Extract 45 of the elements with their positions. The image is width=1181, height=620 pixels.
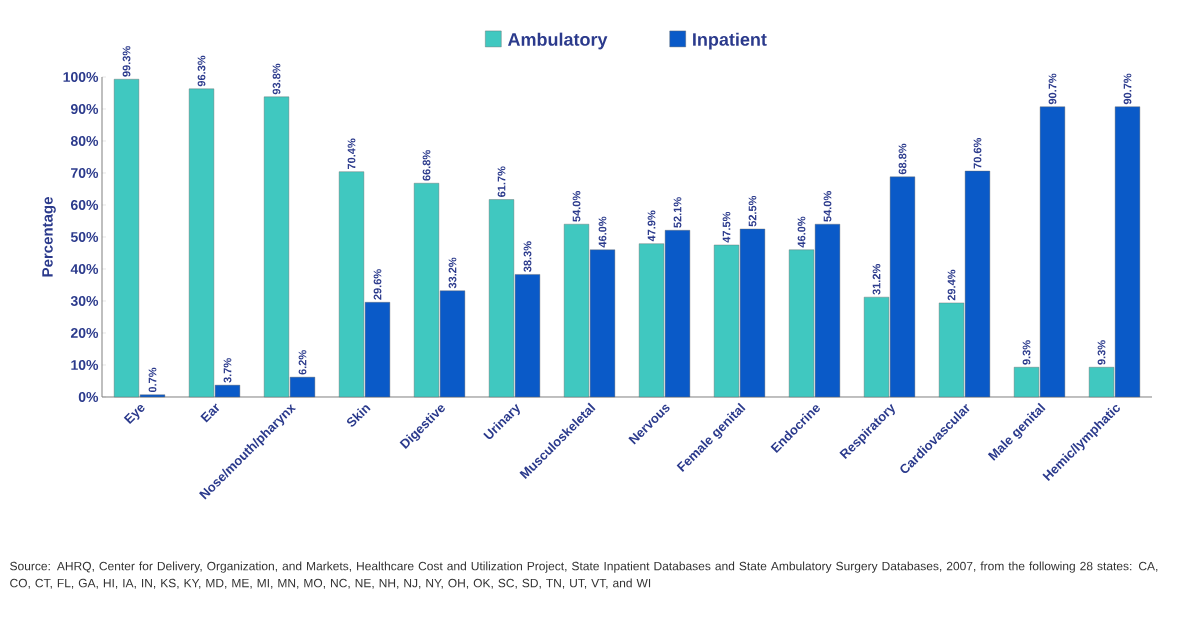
y-tick-label: 70% [71,168,99,178]
data-label: 29.6% [373,269,382,300]
y-tick-label: 20% [70,328,99,338]
y-tick-label: 80% [70,136,99,146]
data-label: 0.7% [148,367,157,393]
data-label: 31.2% [872,264,881,295]
data-label: 66.8% [422,150,431,181]
data-label: 3.7% [223,358,232,383]
legend-label: Ambulatory [507,32,608,50]
y-tick-label: 90% [70,104,99,114]
data-label: 90.7% [1123,73,1132,105]
data-label: 68.8% [898,143,907,175]
data-label: 99.3% [122,46,131,77]
y-tick-label: 0% [78,392,99,402]
y-tick-label: 60% [70,200,99,210]
data-label: 33.2% [448,257,457,289]
data-label: 46.0% [797,216,806,248]
y-tick-label: 100% [63,72,99,82]
data-label: 52.5% [748,195,757,227]
y-tick-label: 30% [70,296,99,306]
y-tick-label: 10% [71,360,99,370]
data-label: 93.8% [272,63,281,95]
data-label: 9.3% [1097,340,1106,365]
y-axis-title: Percentage [42,197,56,277]
data-label: 54.0% [572,191,581,222]
data-label: 9.3% [1022,340,1031,365]
data-label: 46.0% [598,216,607,248]
data-label: 6.2% [298,350,307,375]
data-label: 96.3% [197,55,206,87]
legend-label: Inpatient [693,32,767,50]
data-label: 47.5% [722,211,731,243]
data-label: 52.1% [673,197,682,228]
y-tick-label: 50% [70,232,99,242]
data-label: 90.7% [1048,73,1057,105]
data-label: 47.9% [647,210,656,242]
data-label: 70.6% [973,137,982,169]
source-note: Source: AHRQ, Center for Delivery, Organization, and Markets, Healthcare Cost and Utilization Project, State Inpatient Databases and State Ambulatory Surgery Databases, 2007, from the following 28 states: CA, CO, CT, FL, GA, HI, IA, IN, KS, KY, MD, ME, MI, MN, MO, NC, NE, NH, NJ, NY, OH, OK, SC, SD, TN, UT, VT, and WI [10,561,1158,589]
data-label: 70.4% [347,138,356,170]
data-label: 29.4% [947,269,956,301]
data-label: 54.0% [823,191,832,222]
y-tick-label: 40% [70,264,99,274]
x-tick-label: Skin [346,405,371,427]
data-label: 61.7% [497,166,506,197]
x-tick-label: Eye [123,404,145,425]
data-label: 38.3% [523,241,532,272]
